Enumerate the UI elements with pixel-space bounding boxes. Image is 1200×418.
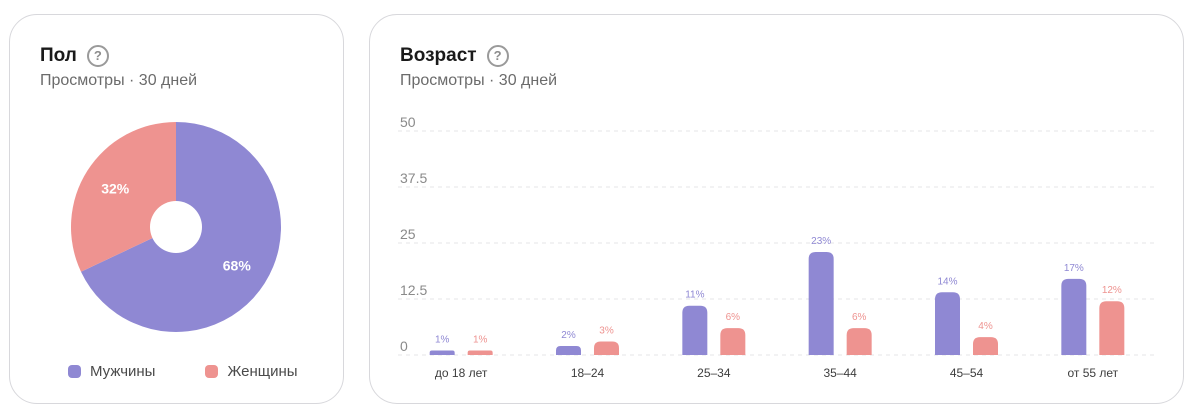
x-tick-label: 25–34: [697, 366, 731, 380]
gender-donut-chart: 68% 32%: [70, 122, 281, 332]
bar-male[interactable]: [1061, 278, 1087, 355]
bar-female[interactable]: [720, 328, 746, 355]
age-card-title: Возраст: [400, 45, 477, 66]
bar-data-label: 4%: [978, 321, 993, 332]
y-tick-label: 0: [400, 338, 408, 354]
bar-female[interactable]: [973, 337, 998, 355]
legend-swatch-female: [205, 365, 219, 378]
y-tick-label: 50: [400, 114, 416, 130]
gender-card-title: Пол: [40, 45, 77, 66]
x-tick-label: 45–54: [950, 366, 984, 380]
bar-male[interactable]: [935, 292, 960, 355]
legend-swatch-male: [68, 365, 81, 378]
bar-male[interactable]: [429, 350, 455, 355]
donut-hole: [150, 201, 202, 253]
gender-legend: Мужчины Женщины: [68, 363, 298, 380]
bar-male[interactable]: [556, 346, 581, 355]
x-tick-label: 35–44: [823, 366, 857, 380]
bar-data-label: 12%: [1102, 285, 1122, 296]
bar-male[interactable]: [808, 251, 834, 355]
pie-data-label: 32%: [101, 180, 130, 196]
legend-label-female: Женщины: [227, 363, 298, 380]
pie-slice-female[interactable]: [70, 122, 176, 272]
x-tick-label: 18–24: [571, 366, 605, 380]
bar-data-label: 11%: [685, 290, 704, 301]
bar-data-label: 2%: [561, 330, 576, 341]
x-tick-label: до 18 лет: [435, 366, 488, 380]
question-circle-icon[interactable]: ?: [486, 45, 509, 67]
legend-item-male[interactable]: Мужчины: [68, 363, 155, 380]
gender-card: Пол ? Просмотры · 30 дней 68% 32% Мужчины…: [9, 14, 344, 404]
bar-data-label: 23%: [811, 236, 831, 247]
bar-data-label: 17%: [1064, 263, 1084, 274]
bar-data-label: 1%: [435, 335, 450, 346]
bar-data-label: 1%: [473, 335, 488, 346]
age-card-header: Возраст ?: [400, 45, 509, 67]
y-tick-label: 12.5: [400, 282, 427, 298]
bar-data-label: 14%: [937, 276, 957, 287]
bar-data-label: 6%: [852, 312, 867, 323]
x-tick-label: от 55 лет: [1067, 366, 1118, 380]
legend-item-female[interactable]: Женщины: [205, 363, 298, 380]
y-tick-label: 25: [400, 226, 416, 242]
question-circle-icon[interactable]: ?: [86, 45, 109, 67]
y-tick-label: 37.5: [400, 170, 427, 186]
bar-data-label: 6%: [726, 312, 741, 323]
bar-data-label: 3%: [599, 326, 614, 337]
gender-card-header: Пол ?: [40, 45, 109, 67]
bar-female[interactable]: [846, 328, 872, 355]
gender-card-subtitle: Просмотры · 30 дней: [40, 72, 198, 89]
legend-label-male: Мужчины: [90, 363, 156, 380]
age-bar-chart: 0 12.5 25 37.5 50 1% 1% до 18 лет 2% 3% 18–24 11% 6%…: [398, 114, 1156, 380]
age-card-subtitle: Просмотры · 30 дней: [400, 72, 558, 89]
bar-female[interactable]: [594, 341, 619, 355]
bar-female[interactable]: [467, 350, 493, 355]
age-card: Возраст ? Просмотры · 30 дней 0 12.5 25 37.…: [369, 14, 1184, 404]
bar-female[interactable]: [1099, 301, 1125, 355]
pie-data-label: 68%: [223, 258, 252, 274]
bar-male[interactable]: [682, 305, 708, 355]
